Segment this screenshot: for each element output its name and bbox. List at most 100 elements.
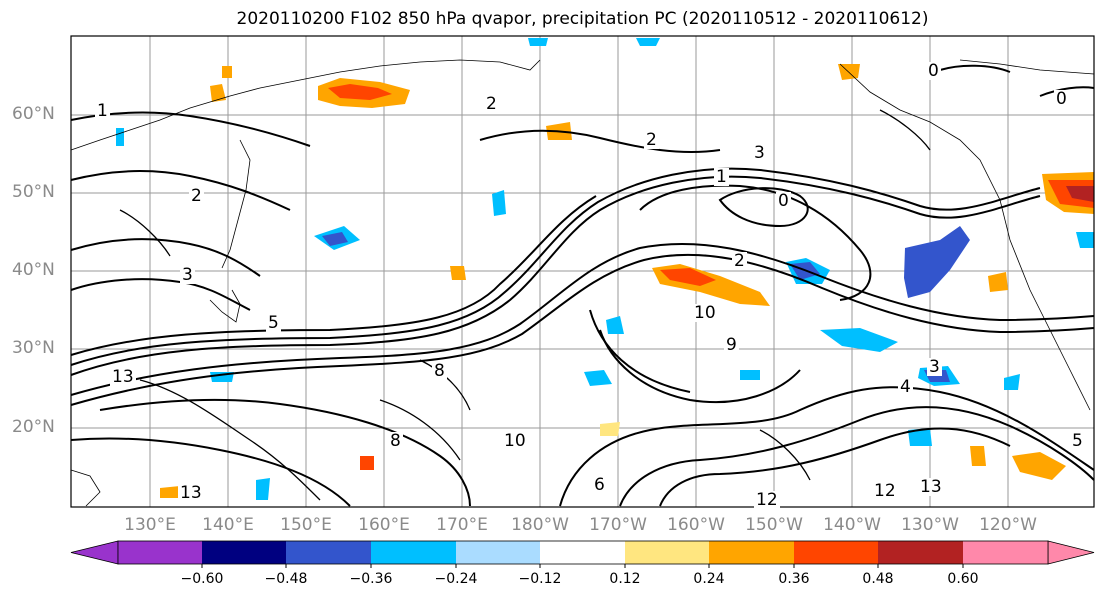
map-title: 2020110200 F102 850 hPa qvapor, precipit… [236, 9, 929, 29]
contour-label: 5 [268, 313, 279, 333]
contour-label: 10 [694, 303, 716, 323]
contour-label-bg [1070, 432, 1085, 450]
contour-label-bg [110, 368, 136, 386]
precip-shading [116, 38, 1094, 500]
colorbar-bin [878, 541, 963, 564]
colorbar-bin [540, 541, 625, 564]
colorbar-tick-label: −0.36 [349, 571, 393, 587]
contour-label-bg [592, 476, 607, 494]
lon-tick-label: 160°E [358, 515, 410, 535]
contour-label-bg [180, 266, 195, 284]
colorbar-outline [117, 540, 1049, 565]
colorbar-bin [202, 541, 286, 564]
colorbar-tick-label: 0.24 [693, 571, 725, 587]
lon-tick-label: 140°E [202, 515, 254, 535]
lat-tick-label: 20°N [12, 417, 55, 437]
contour-label-bg [95, 102, 110, 120]
colorbar-tick-label: −0.12 [518, 571, 562, 587]
contour-label-bg [926, 62, 941, 80]
contour-label-bg [752, 144, 767, 162]
lon-tick-label: 150°W [745, 515, 803, 535]
lat-tick-label: 50°N [12, 182, 55, 202]
lat-tick-label: 60°N [12, 104, 55, 124]
colorbar-bin [371, 541, 456, 564]
colorbar-bin [709, 541, 794, 564]
contour-label: 13 [112, 367, 134, 387]
colorbar-tick-label: −0.24 [434, 571, 478, 587]
contour-label-bg [388, 432, 403, 450]
lon-tick-label: 130°W [901, 515, 959, 535]
contour-label-bg [484, 95, 499, 113]
qvapor-contours [70, 64, 1095, 507]
contour-label-bg [724, 336, 739, 354]
contour-label-bg [927, 358, 942, 376]
lon-tick-label: 160°W [667, 515, 725, 535]
contour-label: 3 [182, 265, 193, 285]
contour-label-bg [776, 192, 791, 210]
contour-label: 1 [97, 101, 108, 121]
colorbar-bin [625, 541, 709, 564]
lon-tick-label: 120°W [979, 515, 1037, 535]
contour-label: 5 [1072, 431, 1083, 451]
contour-label: 3 [754, 143, 765, 163]
colorbar-tick-label: 0.48 [862, 571, 894, 587]
contour-label-bg [732, 252, 747, 270]
colorbar-bin [286, 541, 371, 564]
colorbar-bin [963, 541, 1048, 564]
contour-label: 0 [778, 191, 789, 211]
contour-label: 8 [390, 431, 401, 451]
colorbar-bin [794, 541, 878, 564]
lon-tick-label: 140°W [823, 515, 881, 535]
colorbar-bin [118, 541, 202, 564]
colorbar-max-extend [1047, 540, 1095, 565]
lon-tick-label: 170°E [436, 515, 488, 535]
contour-label: 10 [504, 431, 526, 451]
contour-label: 0 [1056, 89, 1067, 109]
contour-label: 6 [594, 475, 605, 495]
contour-label: 2 [646, 130, 657, 150]
contour-label: 2 [734, 251, 745, 271]
contour-label: 0 [928, 61, 939, 81]
contour-label-bg [754, 491, 780, 509]
lat-tick-label: 40°N [12, 260, 55, 280]
contour-label-bg [178, 484, 204, 502]
contour-label-bg [189, 187, 204, 205]
contour-label-bg [898, 378, 913, 396]
contour-label: 13 [180, 483, 202, 503]
colorbar-tick-label: −0.48 [264, 571, 308, 587]
contour-label: 13 [920, 477, 942, 497]
colorbar-tick-label: 0.36 [778, 571, 810, 587]
contour-label: 3 [929, 357, 940, 377]
coastlines [70, 59, 1095, 507]
contour-label-bg [918, 478, 944, 496]
contour-label-bg [644, 131, 659, 149]
colorbar-tick-label: 0.60 [947, 571, 979, 587]
contour-label-bg [872, 482, 898, 500]
qvapor-contours-thin [119, 109, 931, 501]
contour-label: 1 [716, 167, 727, 187]
contour-label-bg [692, 304, 718, 322]
contour-label-bg [432, 362, 447, 380]
colorbar-tick-label: −0.60 [180, 571, 224, 587]
contour-label: 12 [756, 490, 778, 510]
colorbar-tick-label: 0.12 [609, 571, 641, 587]
colorbar-bin [456, 541, 540, 564]
contour-label-bg [266, 314, 281, 332]
lon-tick-label: 150°E [280, 515, 332, 535]
lon-tick-label: 180°W [511, 515, 569, 535]
lon-tick-label: 170°W [589, 515, 647, 535]
contour-label: 4 [900, 377, 911, 397]
contour-label-bg [1054, 90, 1069, 108]
colorbar [70, 540, 1095, 568]
contour-label: 12 [874, 481, 896, 501]
lon-tick-label: 130°E [124, 515, 176, 535]
contour-label: 9 [726, 335, 737, 355]
contour-label-bg [714, 168, 729, 186]
contour-label: 8 [434, 361, 445, 381]
contour-label-bg [502, 432, 528, 450]
contour-label: 2 [486, 94, 497, 114]
colorbar-min-extend [70, 540, 119, 565]
lat-tick-label: 30°N [12, 338, 55, 358]
